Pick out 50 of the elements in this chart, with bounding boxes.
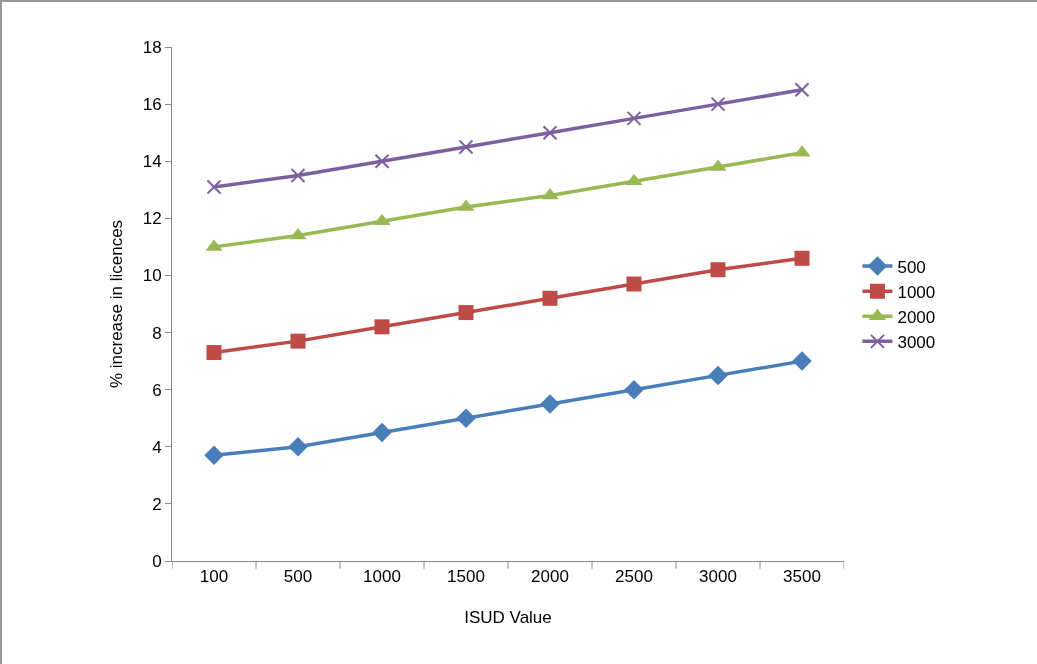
point xyxy=(708,365,728,386)
x-tick-label: 100 xyxy=(199,567,229,587)
point xyxy=(374,153,390,169)
legend-label: 1000 xyxy=(897,282,936,302)
point xyxy=(541,187,559,200)
x-tick-label: 2000 xyxy=(531,567,569,587)
x-tick-label: 500 xyxy=(283,567,313,587)
y-tick-label: 10 xyxy=(142,266,162,286)
point xyxy=(458,139,474,155)
point xyxy=(290,333,306,349)
y-tick-label: 12 xyxy=(142,209,162,229)
point xyxy=(710,96,726,112)
y-tick-label: 0 xyxy=(152,551,162,571)
y-tick-label: 4 xyxy=(152,437,162,457)
x-tick-label: 1500 xyxy=(447,567,485,587)
legend-label: 500 xyxy=(897,257,926,277)
point xyxy=(794,250,810,266)
point xyxy=(456,408,476,428)
y-tick-label: 8 xyxy=(152,323,162,343)
point xyxy=(374,319,390,335)
point xyxy=(458,305,474,321)
y-tick-label: 16 xyxy=(142,95,162,115)
y-axis-title: % increase in licences xyxy=(107,219,127,389)
point xyxy=(206,179,222,195)
point xyxy=(792,351,812,371)
x-tick-label: 3000 xyxy=(699,567,737,587)
legend-label: 3000 xyxy=(897,332,936,352)
y-tick-label: 18 xyxy=(142,37,162,57)
point xyxy=(794,82,810,98)
point xyxy=(542,290,558,306)
point xyxy=(540,394,560,414)
point xyxy=(542,125,558,141)
y-tick-label: 6 xyxy=(152,380,162,400)
x-tick-label: 2500 xyxy=(615,567,653,587)
point xyxy=(204,445,224,466)
point xyxy=(206,345,222,361)
x-tick-label: 1000 xyxy=(363,567,401,587)
point xyxy=(289,227,307,240)
y-tick-label: 2 xyxy=(152,494,162,514)
x-tick-label: 3500 xyxy=(783,567,821,587)
point xyxy=(710,262,726,278)
point xyxy=(372,422,392,443)
point xyxy=(290,168,306,183)
point xyxy=(288,437,308,457)
y-tick-label: 14 xyxy=(142,152,162,172)
point xyxy=(626,276,642,292)
point xyxy=(624,379,644,400)
point xyxy=(626,110,642,126)
legend-label: 2000 xyxy=(897,307,936,327)
x-axis-title: ISUD Value xyxy=(464,607,552,627)
